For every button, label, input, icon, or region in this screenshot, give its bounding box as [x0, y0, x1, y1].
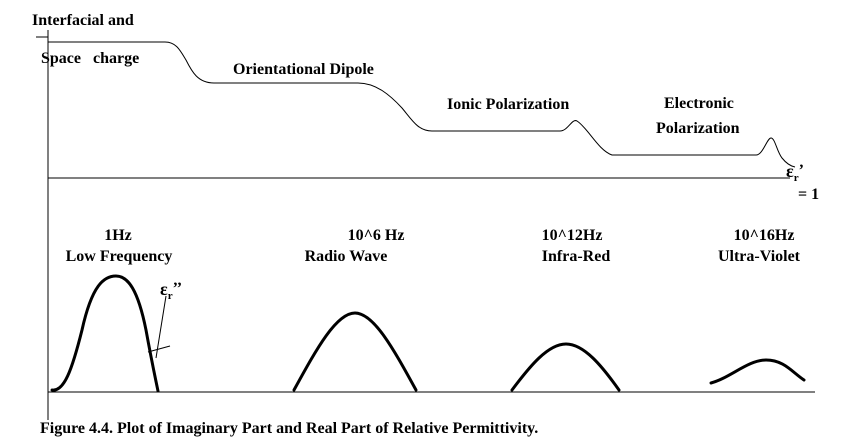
band-name-4: Ultra-Violet [718, 248, 801, 265]
label-electronic: Electronic [664, 95, 734, 112]
label-orientational: Orientational Dipole [233, 61, 374, 78]
label-er-prime: εr’ [786, 161, 804, 184]
figure-caption: Figure 4.4. Plot of Imaginary Part and R… [40, 420, 538, 437]
band-freq-3: 10^12Hz [542, 227, 603, 244]
real-part-curve [48, 41, 796, 168]
arrow-line [155, 295, 167, 359]
label-interfacial: Interfacial and [32, 12, 134, 29]
band-freq-4: 10^16Hz [734, 227, 795, 244]
peak-infra-red [510, 342, 621, 392]
peak-ultra-violet [709, 358, 806, 385]
peak-radio-wave [292, 311, 418, 392]
band-name-1: Low Frequency [66, 248, 173, 265]
label-ionic: Ionic Polarization [447, 96, 569, 113]
label-equals-one: = 1 [798, 186, 819, 203]
band-freq-1: 1Hz [104, 227, 132, 244]
label-space-charge: Space charge [41, 50, 139, 67]
label-electronic-polarization: Polarization [656, 120, 740, 137]
arrow-tick [147, 345, 171, 353]
label-er-double-prime: εr’’ [160, 279, 182, 302]
band-name-3: Infra-Red [542, 248, 611, 265]
band-name-2: Radio Wave [305, 248, 388, 265]
band-freq-2: 10^6 Hz [348, 227, 405, 244]
peak-low-frequency [50, 274, 160, 393]
